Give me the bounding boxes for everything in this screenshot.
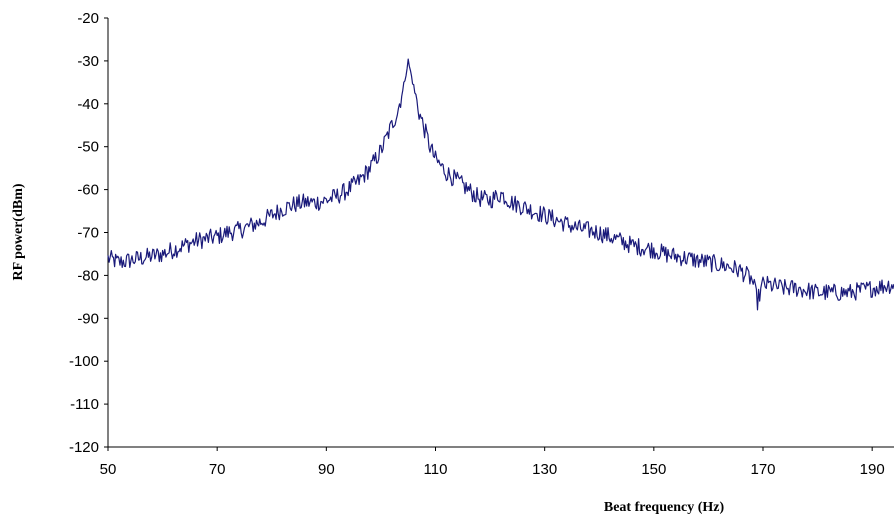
x-tick-label: 130 — [532, 461, 557, 478]
x-tick-label: 50 — [100, 461, 117, 478]
y-tick-label: -80 — [77, 267, 99, 284]
x-tick-label: 70 — [209, 461, 226, 478]
x-axis-ticks: 50 70 90 110 130 150 170 190 — [100, 447, 885, 478]
y-tick-label: -50 — [77, 139, 99, 156]
y-tick-label: -60 — [77, 182, 99, 199]
y-tick-label: -90 — [77, 310, 99, 327]
rf-power-series-line — [107, 58, 894, 311]
x-tick-label: 110 — [424, 461, 448, 478]
x-tick-label: 150 — [641, 461, 666, 478]
x-tick-label: 90 — [318, 461, 335, 478]
y-tick-label: -120 — [69, 439, 99, 456]
y-axis-ticks: -20 -30 -40 -50 -60 -70 -80 -90 -100 -110 -120 — [69, 10, 108, 456]
y-tick-label: -40 — [77, 96, 99, 113]
y-tick-label: -30 — [77, 53, 99, 70]
y-axis-title: RF power(dBm) — [11, 183, 26, 280]
y-tick-label: -20 — [77, 10, 99, 27]
x-tick-label: 170 — [750, 461, 775, 478]
x-axis-title: Beat frequency (Hz) — [604, 500, 725, 515]
y-tick-label: -100 — [69, 353, 99, 370]
y-tick-label: -110 — [70, 396, 99, 413]
x-tick-label: 190 — [860, 461, 885, 478]
y-tick-label: -70 — [77, 225, 99, 242]
